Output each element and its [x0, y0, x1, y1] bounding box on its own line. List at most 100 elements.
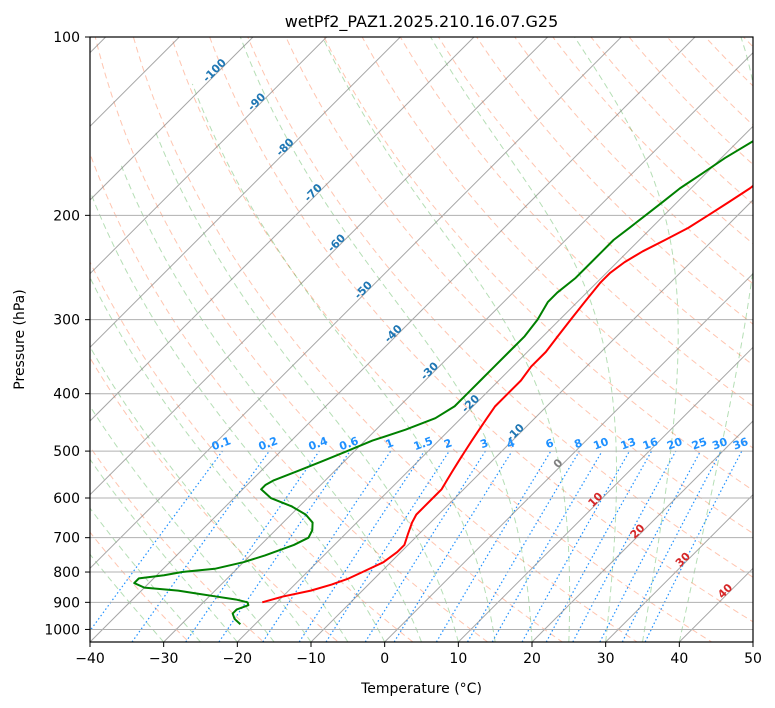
mixing-ratio-line — [521, 450, 631, 642]
y-tick-label: 600 — [53, 491, 80, 507]
dry-adiabat-line — [170, 37, 713, 642]
isotherm-line — [90, 37, 549, 496]
mixing-ratio-label: 36 — [731, 435, 750, 453]
dry-adiabat-line — [742, 37, 753, 48]
y-tick-label: 1000 — [44, 622, 80, 638]
dry-adiabat-line — [285, 37, 753, 535]
mixing-ratio-line — [545, 450, 653, 642]
isotherm-label: -90 — [245, 90, 268, 113]
isotherm-label: -60 — [325, 231, 348, 254]
mixing-ratio-line — [325, 450, 450, 642]
isotherm-label: 40 — [715, 581, 735, 601]
mixing-ratio-label: 13 — [619, 435, 638, 452]
y-tick-label: 400 — [53, 387, 80, 403]
moist-adiabat-line — [90, 507, 201, 642]
x-tick-label: 20 — [523, 651, 541, 667]
mixing-ratio-label: 10 — [592, 435, 611, 453]
isotherm-line — [531, 420, 753, 642]
dry-adiabat-line — [90, 152, 489, 642]
isotherm-line — [752, 641, 753, 642]
mixing-ratio-line — [298, 450, 425, 642]
x-tick-label: 0 — [380, 651, 389, 667]
dry-adiabat-line — [94, 37, 564, 642]
isotherm-label: -100 — [200, 56, 229, 85]
axes-frame — [89, 36, 754, 643]
isotherm-label: -20 — [459, 392, 482, 415]
mixing-ratio-line — [466, 450, 580, 642]
moist-adiabat-line — [239, 37, 533, 642]
isotherm-line — [236, 125, 753, 642]
isotherm-line — [90, 37, 623, 570]
moist-adiabat-line — [120, 165, 422, 642]
x-tick-label: −40 — [75, 651, 105, 667]
plot-area: -100-90-80-70-60-50-40-30-20-10010203040… — [0, 10, 775, 654]
moist-adiabat-line — [90, 553, 165, 642]
mixing-ratio-line — [131, 450, 270, 642]
mixing-ratio-label: 3 — [478, 436, 490, 451]
dry-adiabat-line — [209, 37, 753, 623]
dry-adiabat-line — [514, 37, 753, 285]
x-tick-label: −20 — [223, 651, 253, 667]
moist-adiabat-line — [90, 276, 349, 642]
temperature-profile-line — [261, 184, 753, 604]
mixing-ratio-label: 1 — [384, 436, 396, 451]
isotherm-label: -50 — [352, 278, 375, 301]
y-tick-label: 300 — [53, 313, 80, 329]
isotherm-label: -80 — [273, 135, 296, 158]
isotherm-line — [383, 272, 753, 642]
mixing-ratio-label: 0.4 — [307, 434, 330, 453]
dry-adiabat-line — [755, 10, 775, 654]
isotherm-line — [457, 346, 753, 642]
isotherm-line — [604, 493, 753, 642]
x-tick-label: 50 — [744, 651, 762, 667]
isotherm-line — [90, 37, 254, 201]
isotherm-line — [90, 37, 696, 642]
mixing-ratio-label: 30 — [710, 435, 729, 453]
mixing-ratio-label: 0.6 — [338, 434, 361, 453]
mixing-ratio-line — [435, 450, 552, 642]
mixing-ratio-line — [218, 450, 351, 642]
isotherm-label: 20 — [628, 521, 648, 541]
x-axis-label: Temperature (°C) — [360, 681, 482, 697]
moist-adiabat-line — [430, 37, 618, 642]
dry-adiabat-line — [399, 37, 753, 407]
dry-adiabat-line — [475, 37, 753, 325]
isotherm-line — [90, 37, 181, 128]
moist-adiabat-line — [90, 458, 238, 642]
x-tick-label: 40 — [670, 651, 688, 667]
mixing-ratio-line — [185, 450, 320, 642]
dry-adiabat-line — [247, 37, 753, 578]
mixing-ratio-label: 25 — [690, 435, 709, 452]
isotherm-label: 30 — [673, 549, 693, 569]
isotherm-line — [90, 37, 402, 349]
mixing-ratio-label: 20 — [665, 435, 684, 453]
y-tick-label: 900 — [53, 595, 80, 611]
moist-adiabat-line — [322, 37, 571, 642]
mixing-ratio-label: 2 — [442, 436, 454, 451]
y-tick-label: 500 — [53, 444, 80, 460]
x-tick-label: 10 — [449, 651, 467, 667]
dry-adiabat-line — [132, 37, 638, 642]
mixing-ratio-label: 1.5 — [412, 434, 435, 453]
dry-adiabat-line — [590, 37, 753, 205]
mixing-ratio-line — [644, 450, 743, 642]
mixing-ratio-line — [572, 450, 677, 642]
x-tick-label: 30 — [597, 651, 615, 667]
mixing-ratio-line — [262, 450, 392, 642]
mixing-ratio-line — [364, 450, 486, 642]
y-axis-label: Pressure (hPa) — [12, 289, 28, 389]
dewpoint-profile-line — [133, 139, 753, 625]
axes: −40 −30 −20 −10 0 10 20 30 40 5010020030040050060… — [44, 30, 762, 667]
isotherm-line — [310, 199, 753, 642]
isotherm-line — [0, 10, 59, 654]
x-tick-label: −30 — [149, 651, 179, 667]
isotherm-label: 10 — [586, 490, 606, 510]
dry-adiabat-line — [437, 37, 753, 366]
moist-adiabat-line — [191, 83, 496, 642]
isotherm-line — [162, 51, 753, 642]
dry-adiabat-line — [323, 37, 753, 491]
moist-adiabat-line — [155, 132, 459, 642]
chart-title: wetPf2_PAZ1.2025.210.16.07.G25 — [285, 12, 559, 32]
moist-adiabat-line — [574, 37, 679, 642]
dry-adiabat-line — [90, 260, 414, 642]
